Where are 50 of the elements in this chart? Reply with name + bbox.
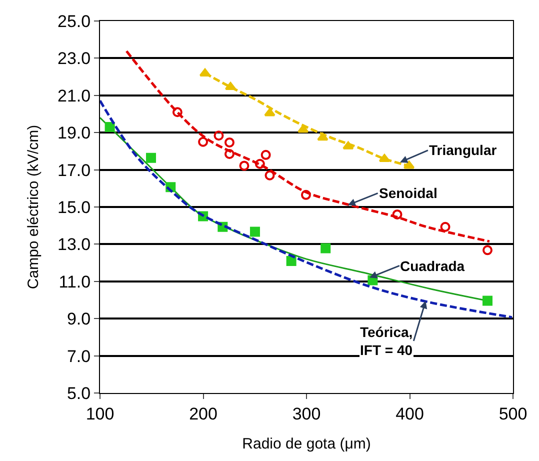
point [403,160,415,169]
y-axis-title: Campo eléctrico (kV/cm) [24,124,42,290]
point [224,137,234,148]
point [300,190,311,200]
point [104,122,115,132]
y-tick-label: 25.0 [58,12,91,31]
point [214,130,224,141]
y-tick-label: 19.0 [58,124,91,143]
y-tick-label: 11.0 [58,272,91,292]
point [239,160,250,171]
x-tick-label: 100 [86,404,114,424]
point [317,132,328,141]
point [254,158,265,169]
y-tick-label: 15.0 [58,198,91,217]
x-tick-label: 500 [498,404,528,424]
point [297,124,309,133]
y-tick-label: 23.0 [58,49,91,68]
point [224,82,236,90]
point [378,154,390,162]
y-tick-label: 17.0 [58,160,91,180]
point [392,209,402,220]
y-tick-label: 13.0 [58,235,91,254]
y-tick-label: 7.0 [66,346,91,366]
point [260,150,271,160]
annotation: Triangular [429,142,498,158]
annotation: Teórica, IFT = 40 [360,324,413,358]
annotation: Senoidal [379,185,438,201]
point [482,296,492,306]
point [199,68,211,76]
point [482,245,492,256]
y-tick-label: 5.0 [66,384,91,403]
line-series [100,99,513,319]
x-tick-label: 400 [396,404,424,424]
point [198,136,208,147]
y-tick-label: 21.0 [58,86,91,106]
point [146,152,156,163]
point [440,222,450,232]
x-axis-title: Radio de gota (μm) [242,435,371,452]
point [224,148,234,159]
point [172,107,182,118]
point [342,141,354,150]
point [320,243,331,254]
point [264,170,275,180]
point [286,256,296,266]
x-tick-label: 300 [292,404,321,424]
y-tick-label: 9.0 [66,310,91,329]
point [250,226,260,237]
point [264,108,276,116]
annotation: Cuadrada [400,258,465,274]
x-tick-label: 200 [189,404,218,424]
